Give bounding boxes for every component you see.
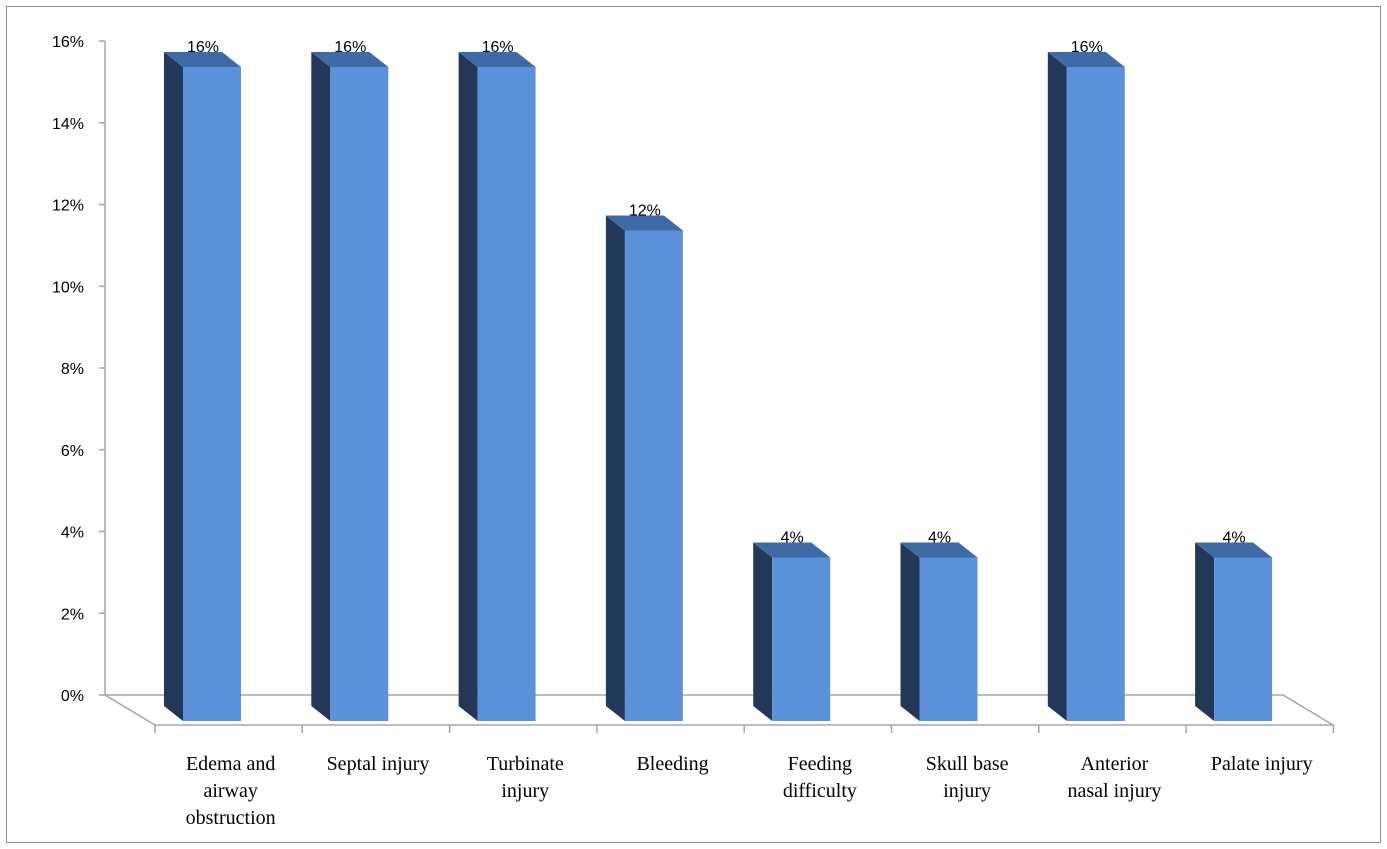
bar bbox=[311, 52, 389, 721]
x-tick-label-line: Skull base bbox=[926, 753, 1009, 775]
data-label: 16% bbox=[187, 39, 219, 56]
bar bbox=[753, 542, 831, 721]
x-tick-label-line: injury bbox=[501, 780, 549, 802]
bar-top-face bbox=[164, 52, 241, 67]
bar-top-face bbox=[900, 542, 978, 558]
x-tick-label-line: difficulty bbox=[783, 780, 857, 802]
bar bbox=[605, 215, 683, 721]
bar-top-face bbox=[605, 215, 683, 231]
x-tick-label: Skull base injury bbox=[926, 753, 1009, 802]
x-tick-label: Edema and airway obstruction bbox=[186, 753, 276, 829]
bar bbox=[1195, 542, 1273, 721]
y-axis-labels: 0% 2% 4% 6% 8% 10% 12% 14% 16% bbox=[52, 34, 84, 705]
x-tick-label: Feeding difficulty bbox=[783, 753, 857, 802]
bar-side-face bbox=[164, 52, 183, 721]
bar bbox=[900, 542, 978, 721]
y-tick-label: 2% bbox=[61, 606, 84, 623]
y-tick-label: 8% bbox=[61, 361, 84, 378]
y-tick-label: 6% bbox=[61, 443, 84, 460]
bar-front-face bbox=[183, 67, 241, 721]
x-tick-label-line: Palate injury bbox=[1211, 753, 1313, 775]
y-tick-label: 14% bbox=[52, 116, 84, 133]
x-tick-label-line: nasal injury bbox=[1068, 780, 1162, 802]
bar-side-face bbox=[1047, 52, 1067, 721]
bar-front-face bbox=[919, 557, 978, 721]
bar-side-face bbox=[605, 215, 625, 721]
x-tick-label-line: Bleeding bbox=[636, 753, 708, 775]
x-tick-label-line: Anterior bbox=[1081, 753, 1149, 775]
bar-side-face bbox=[311, 52, 331, 721]
bar-side-face bbox=[900, 542, 920, 721]
x-tick-label-line: Septal injury bbox=[327, 753, 430, 775]
y-tick-label: 4% bbox=[61, 525, 84, 542]
x-tick-label: Palate injury bbox=[1211, 753, 1313, 775]
data-label: 16% bbox=[1071, 39, 1103, 56]
data-label: 16% bbox=[482, 39, 514, 56]
bar-top-face bbox=[1047, 52, 1125, 67]
data-labels: 16% 16% 16% 12% 4% 4% 16% 4% bbox=[187, 39, 1246, 547]
x-tick-label-line: Feeding bbox=[788, 753, 852, 775]
data-label: 4% bbox=[1223, 530, 1246, 547]
bar-front-face bbox=[624, 230, 683, 721]
bar-front-face bbox=[772, 557, 831, 721]
x-tick-label: Turbinate injury bbox=[487, 753, 564, 802]
bar-top-face bbox=[753, 542, 831, 558]
bar-top-face bbox=[458, 52, 536, 67]
y-tick-label: 0% bbox=[61, 688, 84, 705]
bar-front-face bbox=[330, 67, 389, 721]
x-tick-label-line: obstruction bbox=[186, 807, 276, 829]
bar bbox=[164, 52, 241, 721]
x-tick-label-line: Turbinate bbox=[487, 753, 564, 775]
chart-bars bbox=[164, 52, 1273, 721]
bar-front-face bbox=[1214, 557, 1273, 721]
x-tick-label-line: Edema and bbox=[186, 753, 275, 775]
bar-top-face bbox=[1195, 542, 1273, 558]
bar-top-face bbox=[311, 52, 389, 67]
x-tick-label: Anterior nasal injury bbox=[1068, 753, 1162, 802]
chart-axes bbox=[99, 40, 1336, 733]
data-label: 4% bbox=[781, 530, 804, 547]
bar bbox=[458, 52, 536, 721]
x-tick-label-line: injury bbox=[943, 780, 991, 802]
y-tick-label: 16% bbox=[52, 34, 84, 51]
bar-front-face bbox=[477, 67, 536, 721]
bar-front-face bbox=[1066, 67, 1125, 721]
data-label: 16% bbox=[334, 39, 366, 56]
floor-plane bbox=[102, 694, 1336, 726]
bar-side-face bbox=[753, 542, 773, 721]
x-tick-label: Septal injury bbox=[327, 753, 430, 775]
x-tick-label: Bleeding bbox=[636, 753, 708, 775]
bar-side-face bbox=[458, 52, 478, 721]
x-tick-label-line: airway bbox=[203, 780, 257, 802]
y-tick-label: 12% bbox=[52, 198, 84, 215]
y-tick-label: 10% bbox=[52, 279, 84, 296]
bar bbox=[1047, 52, 1125, 721]
bar-side-face bbox=[1195, 542, 1215, 721]
x-axis-labels: Edema and airway obstruction Septal injury T… bbox=[186, 753, 1313, 829]
data-label: 12% bbox=[629, 203, 661, 220]
data-label: 4% bbox=[928, 530, 951, 547]
